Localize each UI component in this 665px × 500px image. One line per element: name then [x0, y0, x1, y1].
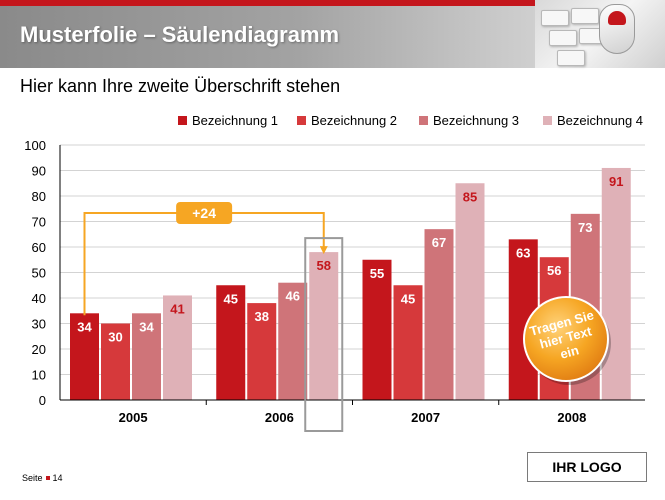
data-label: 45: [401, 291, 415, 306]
bar: [101, 323, 130, 400]
bar: [424, 229, 454, 400]
data-label: 34: [77, 319, 92, 334]
data-label: 63: [516, 245, 530, 260]
legend-entry: Bezeichnung 4: [557, 113, 643, 128]
x-tick-label: 2007: [411, 410, 440, 425]
y-tick-label: 100: [24, 138, 46, 153]
callout-line: ein: [558, 342, 580, 361]
y-tick-label: 90: [32, 164, 46, 179]
data-label: 30: [108, 330, 122, 345]
difference-badge: [176, 202, 233, 224]
x-tick-label: 2005: [119, 410, 148, 425]
key-icon: [549, 30, 577, 46]
bar: [455, 183, 485, 400]
y-tick-label: 40: [32, 291, 46, 306]
bar: [163, 295, 192, 400]
bar: [362, 259, 392, 400]
data-label: 41: [170, 301, 184, 316]
difference-label: +24: [192, 205, 216, 221]
bar: [247, 303, 277, 400]
legend-swatch: [419, 116, 428, 125]
highlight-box: [304, 237, 344, 432]
y-tick-label: 50: [32, 266, 46, 281]
legend-swatch: [543, 116, 552, 125]
y-tick-label: 80: [32, 189, 46, 204]
chart-legend: Bezeichnung 1 Bezeichnung 2 Bezeichnung 3 B…: [178, 113, 643, 128]
data-label: 55: [370, 266, 384, 281]
logo-placeholder: IHR LOGO: [527, 452, 647, 482]
bar: [601, 167, 631, 400]
computer-mouse-icon: [599, 4, 635, 54]
separator-square-icon: [45, 476, 50, 480]
data-label: 91: [609, 174, 623, 189]
data-label: 73: [578, 220, 592, 235]
bar: [132, 313, 161, 400]
slide-title: Musterfolie – Säulendiagramm: [20, 22, 340, 47]
slide-header: Musterfolie – Säulendiagramm: [0, 0, 665, 68]
page-label: Seite: [22, 473, 43, 483]
x-tick-label: 2008: [557, 410, 586, 425]
key-icon: [541, 10, 569, 26]
data-label: 38: [255, 309, 269, 324]
y-tick-label: 60: [32, 240, 46, 255]
data-label: 56: [547, 263, 561, 278]
column-chart: 0 10 20 30 40 50 60 70 80 90 100 34 30 34 41 45 38 46 58 5…: [24, 113, 645, 432]
y-tick-label: 0: [39, 393, 46, 408]
y-tick-label: 70: [32, 215, 46, 230]
legend-swatch: [178, 116, 187, 125]
key-icon: [571, 8, 599, 24]
y-tick-label: 10: [32, 368, 46, 383]
callout-circle: [523, 296, 609, 382]
x-tick-label: 2006: [265, 410, 294, 425]
bar: [393, 285, 423, 400]
data-label: 67: [432, 235, 446, 250]
y-tick-label: 20: [32, 342, 46, 357]
legend-entry: Bezeichnung 2: [311, 113, 397, 128]
legend-entry: Bezeichnung 1: [192, 113, 278, 128]
data-label: 85: [463, 189, 477, 204]
slide-subtitle: Hier kann Ihre zweite Überschrift stehen: [20, 76, 341, 96]
y-axis: 0 10 20 30 40 50 60 70 80 90 100: [24, 138, 61, 408]
data-label: 58: [317, 258, 331, 273]
legend-swatch: [297, 116, 306, 125]
bar: [278, 282, 308, 400]
page-number-value: 14: [52, 473, 63, 483]
key-icon: [557, 50, 585, 66]
bar: [309, 252, 339, 400]
bar: [216, 285, 246, 400]
bar: [70, 313, 99, 400]
keyboard-mouse-image: [535, 0, 665, 68]
page-number: Seite 14: [22, 473, 63, 483]
x-axis: 2005 2006 2007 2008: [60, 399, 645, 425]
header-accent-bar: [0, 0, 665, 6]
legend-entry: Bezeichnung 3: [433, 113, 519, 128]
data-label: 34: [139, 319, 154, 334]
data-label: 45: [224, 291, 238, 306]
data-label: 46: [286, 289, 300, 304]
y-tick-label: 30: [32, 317, 46, 332]
